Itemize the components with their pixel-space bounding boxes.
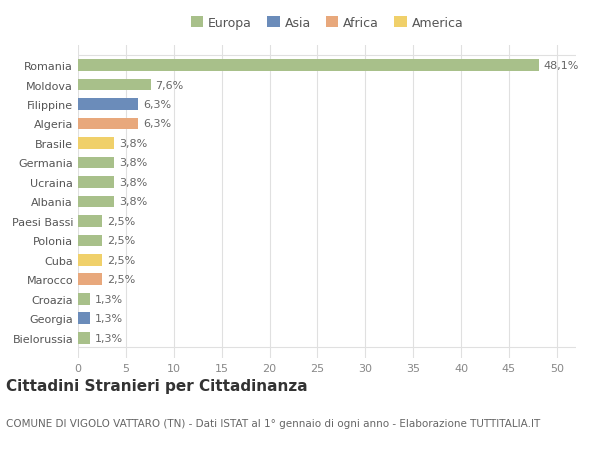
Text: 3,8%: 3,8% <box>119 158 148 168</box>
Bar <box>78 157 115 169</box>
Text: 48,1%: 48,1% <box>544 61 579 71</box>
Bar <box>78 99 139 111</box>
Text: 3,8%: 3,8% <box>119 139 148 149</box>
Bar <box>78 216 102 227</box>
Text: 3,8%: 3,8% <box>119 197 148 207</box>
Bar <box>78 332 91 344</box>
Text: 1,3%: 1,3% <box>95 333 124 343</box>
Bar <box>78 79 151 91</box>
Bar <box>78 118 139 130</box>
Text: COMUNE DI VIGOLO VATTARO (TN) - Dati ISTAT al 1° gennaio di ogni anno - Elaboraz: COMUNE DI VIGOLO VATTARO (TN) - Dati IST… <box>6 418 540 428</box>
Text: 1,3%: 1,3% <box>95 294 124 304</box>
Text: 6,3%: 6,3% <box>143 119 171 129</box>
Text: 2,5%: 2,5% <box>107 255 135 265</box>
Text: 3,8%: 3,8% <box>119 178 148 188</box>
Legend: Europa, Asia, Africa, America: Europa, Asia, Africa, America <box>185 11 469 34</box>
Bar <box>78 274 102 285</box>
Bar <box>78 254 102 266</box>
Bar <box>78 177 115 188</box>
Text: 2,5%: 2,5% <box>107 216 135 226</box>
Bar <box>78 313 91 325</box>
Bar <box>78 60 539 72</box>
Text: Cittadini Stranieri per Cittadinanza: Cittadini Stranieri per Cittadinanza <box>6 379 308 394</box>
Bar <box>78 235 102 246</box>
Text: 2,5%: 2,5% <box>107 274 135 285</box>
Text: 2,5%: 2,5% <box>107 236 135 246</box>
Bar <box>78 196 115 208</box>
Text: 7,6%: 7,6% <box>155 80 184 90</box>
Bar <box>78 293 91 305</box>
Bar <box>78 138 115 150</box>
Text: 6,3%: 6,3% <box>143 100 171 110</box>
Text: 1,3%: 1,3% <box>95 313 124 324</box>
